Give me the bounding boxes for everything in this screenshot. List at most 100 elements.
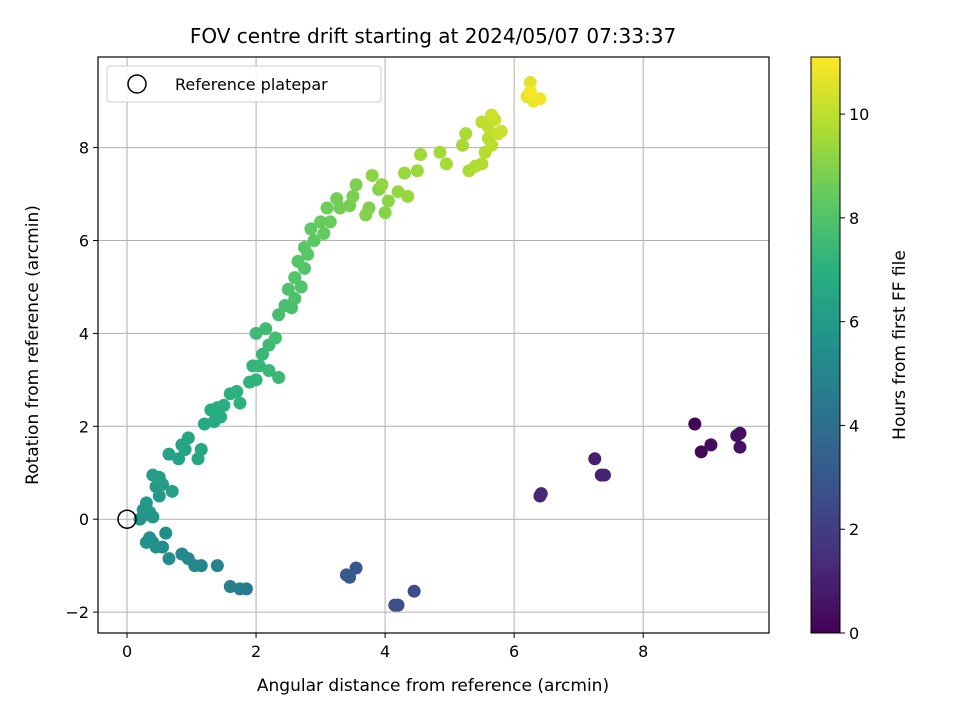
data-point (165, 484, 179, 498)
data-point (381, 194, 395, 208)
data-point (407, 584, 421, 598)
reference-marker-layer (117, 509, 137, 529)
data-point (388, 598, 402, 612)
data-point (414, 148, 428, 162)
y-tick-label: 4 (79, 324, 89, 343)
data-point (262, 364, 276, 378)
data-point (249, 373, 263, 387)
colorbar-ticks: 0 2 4 6 8 10 (840, 105, 869, 643)
colorbar-tick-label: 4 (849, 416, 859, 435)
data-point (307, 233, 321, 247)
data-point (401, 189, 415, 203)
data-point (146, 510, 160, 524)
data-point (181, 431, 195, 445)
grid-lines (98, 57, 769, 633)
plot-frame (97, 56, 770, 634)
y-tick-label: 8 (79, 139, 89, 158)
data-point (194, 443, 208, 457)
data-point (597, 468, 611, 482)
data-point (172, 452, 186, 466)
x-tick-label: 8 (638, 642, 648, 661)
data-point (439, 157, 453, 171)
data-point (375, 178, 389, 192)
chart-title: FOV centre drift starting at 2024/05/07 … (190, 24, 676, 48)
data-point (162, 552, 176, 566)
data-point (233, 396, 247, 410)
data-point (272, 308, 286, 322)
data-point (159, 526, 173, 540)
data-point (217, 398, 231, 412)
data-point (256, 347, 270, 361)
data-point (456, 138, 470, 152)
legend-label: Reference platepar (175, 75, 328, 94)
data-point (346, 189, 360, 203)
data-point (494, 124, 508, 138)
x-axis-ticks: 0 2 4 6 8 (122, 633, 648, 661)
data-point (152, 470, 166, 484)
y-tick-label: −2 (65, 603, 89, 622)
data-point (485, 108, 499, 122)
data-point (534, 487, 548, 501)
data-point (320, 201, 334, 215)
data-point (314, 215, 328, 229)
data-point (365, 168, 379, 182)
reference-marker (117, 509, 137, 529)
y-axis-label: Rotation from reference (arcmin) (23, 205, 43, 485)
data-point (378, 206, 392, 220)
legend-reference-marker (127, 74, 147, 94)
data-point (139, 496, 153, 510)
data-point (259, 322, 273, 336)
data-point (249, 326, 263, 340)
y-tick-label: 6 (79, 231, 89, 250)
data-point (475, 157, 489, 171)
data-point (230, 384, 244, 398)
data-point (281, 282, 295, 296)
y-axis-ticks: −2 0 2 4 6 8 (65, 139, 98, 622)
colorbar-tick-label: 2 (849, 520, 859, 539)
data-point (694, 445, 708, 459)
data-point (459, 127, 473, 141)
colorbar-tick-label: 6 (849, 313, 859, 332)
colorbar-tick-label: 8 (849, 209, 859, 228)
x-tick-label: 0 (122, 642, 132, 661)
data-point (391, 185, 405, 199)
data-point (704, 438, 718, 452)
colorbar-tick-label: 10 (849, 105, 869, 124)
data-point (288, 292, 302, 306)
data-point (291, 254, 305, 268)
data-point (210, 559, 224, 573)
data-point (359, 208, 373, 222)
data-point (733, 426, 747, 440)
data-point (323, 215, 337, 229)
data-point (252, 359, 266, 373)
data-point (272, 371, 286, 385)
colorbar-tick-label: 0 (849, 624, 859, 643)
data-point (688, 417, 702, 431)
data-point (268, 331, 282, 345)
data-point (588, 452, 602, 466)
data-point (410, 164, 424, 178)
data-point (533, 92, 547, 106)
x-axis-label: Angular distance from reference (arcmin) (257, 676, 609, 696)
data-point (294, 280, 308, 294)
data-point (523, 76, 537, 90)
data-point (175, 547, 189, 561)
x-tick-label: 2 (251, 642, 261, 661)
data-point (223, 580, 237, 594)
legend-box (106, 65, 382, 103)
data-point (733, 440, 747, 454)
data-point (304, 222, 318, 236)
y-tick-label: 0 (79, 510, 89, 529)
colorbar: 0 2 4 6 8 10 Hours from first FF file (810, 56, 910, 643)
data-point (485, 138, 499, 152)
data-point (433, 145, 447, 159)
data-point (178, 443, 192, 457)
data-point (397, 166, 411, 180)
data-point (343, 570, 357, 584)
y-tick-label: 2 (79, 417, 89, 436)
colorbar-gradient (810, 56, 841, 634)
x-tick-label: 6 (509, 642, 519, 661)
data-point (162, 447, 176, 461)
data-points (133, 76, 747, 612)
